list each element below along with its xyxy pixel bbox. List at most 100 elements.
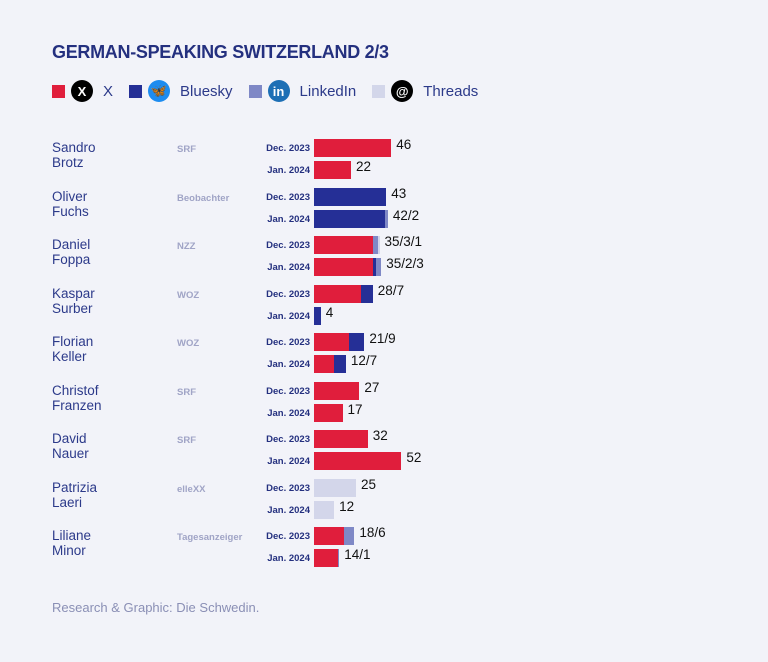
x-logo-icon: X — [71, 80, 93, 102]
bar-segment-x — [314, 452, 402, 470]
stacked-bar — [314, 500, 335, 519]
person-name: Daniel Foppa — [52, 237, 91, 267]
person-name: Christof Franzen — [52, 382, 102, 413]
bar-segment-x — [314, 161, 351, 179]
bar-segment-linkedin — [384, 209, 388, 228]
bar-segment-threads — [377, 236, 380, 254]
period-label: Jan. 2024 — [267, 456, 310, 467]
bar-segment-bluesky — [372, 258, 377, 276]
bar-value-label: 14/1 — [344, 547, 371, 562]
bar-segment-x — [314, 139, 392, 157]
person-name: Kaspar Surber — [52, 285, 95, 316]
person-name: Florian Keller — [52, 334, 94, 364]
outlet-label: elleXX — [177, 483, 206, 495]
period-label: Jan. 2024 — [267, 407, 310, 419]
person-name: Sandro Brotz — [52, 140, 96, 170]
period-label: Dec. 2023 — [266, 531, 310, 542]
bar-segment-bluesky — [314, 306, 321, 325]
bar-value-label: 35/3/1 — [384, 234, 423, 249]
stacked-bar — [314, 161, 351, 179]
bar-value-label: 25 — [361, 476, 377, 492]
bar-value-label: 42/2 — [392, 207, 420, 223]
stacked-bar — [314, 209, 388, 228]
legend-item-bluesky: 🦋 Bluesky — [129, 80, 233, 102]
outlet-label: Tagesanzeiger — [177, 532, 243, 543]
bar-segment-bluesky — [314, 209, 385, 228]
person-name: Oliver Fuchs — [52, 188, 89, 219]
period-label: Jan. 2024 — [267, 310, 310, 322]
bluesky-logo-icon: 🦋 — [148, 80, 171, 102]
legend-label: LinkedIn — [299, 82, 357, 100]
bar-value-label: 35/2/3 — [386, 256, 424, 271]
bar-value-label: 4 — [325, 304, 334, 320]
bar-segment-x — [314, 355, 335, 373]
legend-item-linkedin: in LinkedIn — [248, 80, 357, 102]
bar-segment-linkedin — [376, 258, 382, 276]
bar-segment-bluesky — [361, 284, 373, 303]
outlet-label: Beobachter — [177, 192, 230, 204]
period-label: Dec. 2023 — [266, 288, 310, 300]
bar-value-label: 52 — [406, 450, 422, 465]
person-name: David Nauer — [52, 431, 89, 461]
period-label: Dec. 2023 — [266, 143, 310, 154]
legend-swatch — [248, 84, 262, 98]
period-label: Jan. 2024 — [267, 504, 310, 516]
bar-value-label: 32 — [372, 428, 388, 443]
bar-segment-x — [314, 258, 373, 276]
bar-segment-x — [314, 549, 338, 567]
bar-value-label: 43 — [391, 185, 407, 201]
period-label: Jan. 2024 — [267, 262, 310, 273]
bar-segment-x — [314, 430, 368, 448]
bar-value-label: 21/9 — [369, 331, 396, 346]
stacked-bar — [314, 527, 355, 545]
bar-segment-linkedin — [337, 549, 340, 567]
period-label: Dec. 2023 — [266, 191, 310, 203]
period-label: Jan. 2024 — [267, 165, 310, 176]
legend-label: Threads — [423, 82, 479, 100]
stacked-bar — [314, 236, 380, 254]
bar-segment-bluesky — [349, 333, 365, 351]
stacked-bar — [314, 452, 402, 470]
legend-swatch — [52, 84, 65, 98]
bar-segment-linkedin — [344, 527, 355, 545]
period-label: Dec. 2023 — [266, 385, 310, 397]
bar-value-label: 12 — [339, 498, 355, 514]
stacked-bar — [314, 549, 340, 567]
outlet-label: SRF — [177, 144, 196, 155]
stacked-bar — [314, 355, 346, 373]
stacked-bar — [314, 381, 360, 400]
legend-item-threads: @ Threads — [372, 80, 478, 102]
outlet-label: WOZ — [177, 338, 200, 349]
bar-value-label: 12/7 — [350, 353, 378, 368]
bar-segment-threads — [314, 500, 335, 519]
legend-label: Bluesky — [180, 82, 233, 100]
stacked-bar — [314, 187, 387, 206]
person-name: Liliane Minor — [52, 528, 92, 558]
bar-segment-bluesky — [314, 187, 387, 206]
stacked-bar — [314, 306, 321, 325]
period-label: Jan. 2024 — [267, 213, 310, 225]
outlet-label: NZZ — [177, 241, 196, 252]
legend: X X 🦋 Bluesky in LinkedIn @ Threads — [52, 80, 494, 102]
period-label: Dec. 2023 — [266, 482, 310, 494]
bar-segment-x — [314, 403, 343, 422]
threads-logo-icon: @ — [391, 80, 414, 102]
stacked-bar — [314, 284, 373, 303]
bar-segment-bluesky — [334, 355, 346, 373]
legend-swatch — [129, 84, 143, 98]
bar-segment-threads — [314, 478, 356, 497]
bar-segment-x — [314, 527, 345, 545]
legend-label: X — [103, 82, 114, 100]
bar-value-label: 27 — [364, 379, 380, 395]
bar-segment-x — [314, 284, 362, 303]
period-label: Jan. 2024 — [267, 359, 310, 370]
stacked-bar — [314, 333, 365, 351]
bar-segment-linkedin — [372, 236, 378, 254]
bar-segment-x — [314, 236, 373, 254]
chart-title: GERMAN-SPEAKING SWITZERLAND 2/3 — [52, 42, 389, 62]
bar-value-label: 17 — [347, 401, 363, 417]
outlet-label: SRF — [177, 435, 196, 446]
period-label: Dec. 2023 — [266, 434, 310, 445]
outlet-label: WOZ — [177, 289, 200, 301]
